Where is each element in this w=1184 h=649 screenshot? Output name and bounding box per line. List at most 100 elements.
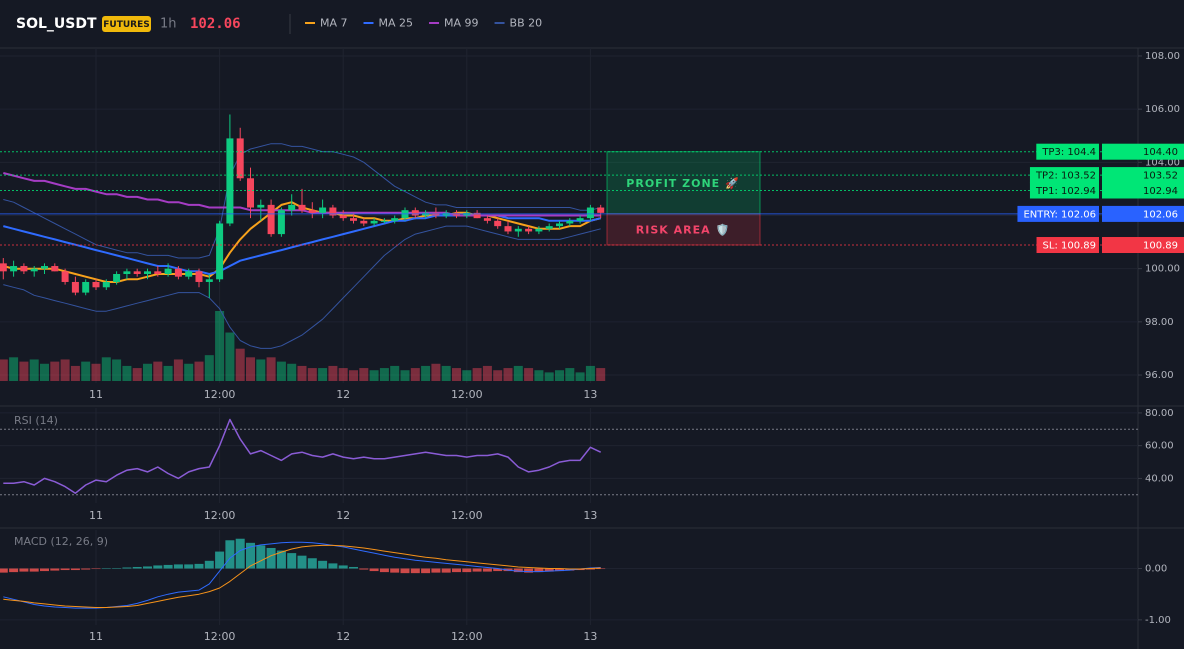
y-tick-label: 40.00 <box>1145 473 1174 484</box>
macd-histogram-bar <box>482 568 492 572</box>
candle-body <box>494 220 502 227</box>
volume-bar <box>0 359 8 381</box>
interval: 1h <box>160 17 177 32</box>
y-tick-label: 80.00 <box>1145 408 1174 419</box>
candle-body <box>236 138 244 179</box>
candle-body <box>556 223 563 227</box>
macd-title: MACD (12, 26, 9) <box>14 535 108 548</box>
volume-bar <box>462 370 472 381</box>
candle-body <box>514 228 522 232</box>
zone-label: RISK AREA 🛡️ <box>636 223 730 236</box>
volume-bar <box>338 368 348 381</box>
volume-bar <box>184 363 194 381</box>
macd-histogram-bar <box>596 568 606 570</box>
candle-body <box>61 271 69 282</box>
candle-body <box>51 266 59 272</box>
candle-body <box>319 207 327 213</box>
candle-body <box>535 228 543 232</box>
macd-histogram-bar <box>246 542 255 569</box>
macd-histogram-bar <box>544 568 554 572</box>
macd-histogram-bar <box>297 555 307 569</box>
volume-bar <box>81 361 91 381</box>
y-tick-label: 98.00 <box>1145 317 1174 328</box>
candle-body <box>10 266 18 272</box>
level-value: 104.40 <box>1143 147 1178 158</box>
y-tick-label: -1.00 <box>1145 615 1171 626</box>
macd-histogram-bar <box>143 566 152 569</box>
candle-body <box>154 271 162 274</box>
candle-body <box>391 218 399 221</box>
level-label: ENTRY: 102.06 <box>1023 209 1096 220</box>
macd-histogram-bar <box>40 568 49 572</box>
legend-label: MA 7 <box>320 17 348 30</box>
volume-bar <box>410 368 420 381</box>
macd-histogram-bar <box>235 538 245 569</box>
candle-body <box>576 218 584 221</box>
volume-bar <box>441 365 451 381</box>
candle-body <box>525 228 533 232</box>
volume-bar <box>235 348 245 381</box>
macd-histogram-bar <box>215 551 225 569</box>
x-tick-label: 13 <box>583 509 597 522</box>
x-tick-label: 11 <box>89 630 103 643</box>
macd-histogram-bar <box>328 563 338 569</box>
macd-histogram-bar <box>493 568 503 572</box>
candle-body <box>298 204 306 211</box>
volume-bar <box>318 368 328 381</box>
x-tick-label: 12:00 <box>204 388 236 401</box>
macd-histogram-bar <box>421 568 431 574</box>
candle-body <box>277 210 285 235</box>
volume-bar <box>101 357 111 381</box>
volume-bar <box>194 361 204 381</box>
candle-body <box>483 218 491 221</box>
macd-histogram-bar <box>359 568 369 570</box>
candle-body <box>267 204 275 235</box>
macd-histogram-bar <box>287 553 297 569</box>
x-tick-label: 12:00 <box>204 630 236 643</box>
macd-histogram-bar <box>472 568 482 572</box>
x-tick-label: 12:00 <box>451 509 483 522</box>
volume-bar <box>513 365 523 381</box>
macd-histogram-bar <box>379 568 389 573</box>
volume-bar <box>153 361 163 381</box>
level-value-bg <box>1102 143 1184 160</box>
level-label-bg <box>1036 143 1099 160</box>
macd-histogram-bar <box>462 568 472 573</box>
macd-histogram-bar <box>163 564 173 569</box>
volume-bar <box>421 365 431 381</box>
level-label-bg <box>1029 167 1099 184</box>
macd-histogram-bar <box>91 568 101 570</box>
volume-bar <box>276 361 286 381</box>
level-label: SL: 100.89 <box>1043 241 1096 252</box>
x-tick-label: 12:00 <box>451 630 483 643</box>
candle-body <box>82 281 90 293</box>
candle-body <box>41 266 48 269</box>
x-tick-label: 12 <box>336 388 350 401</box>
y-tick-label: 96.00 <box>1145 370 1174 381</box>
volume-bar <box>19 361 29 381</box>
candle-body <box>288 204 296 211</box>
candle-body <box>123 271 131 274</box>
legend-label: MA 25 <box>379 17 414 30</box>
volume-bar <box>349 370 358 381</box>
macd-histogram-bar <box>441 568 451 573</box>
level-value-bg <box>1102 205 1184 222</box>
macd-histogram-bar <box>307 558 317 569</box>
macd-histogram-bar <box>9 568 19 573</box>
level-label: TP3: 104.4 <box>1041 147 1096 158</box>
macd-histogram-bar <box>70 568 80 571</box>
y-tick-label: 108.00 <box>1145 51 1180 62</box>
candle-body <box>566 220 574 224</box>
y-tick-label: 0.00 <box>1145 564 1167 575</box>
volume-bar <box>70 365 80 381</box>
volume-bar <box>246 357 255 381</box>
candle-body <box>195 271 203 282</box>
volume-bar <box>256 359 266 381</box>
x-tick-label: 11 <box>89 509 103 522</box>
zone <box>606 213 761 246</box>
volume-bar <box>307 368 317 381</box>
level-value: 102.94 <box>1143 186 1178 197</box>
volume-bar <box>215 311 225 381</box>
legend-label: BB 20 <box>510 17 543 30</box>
